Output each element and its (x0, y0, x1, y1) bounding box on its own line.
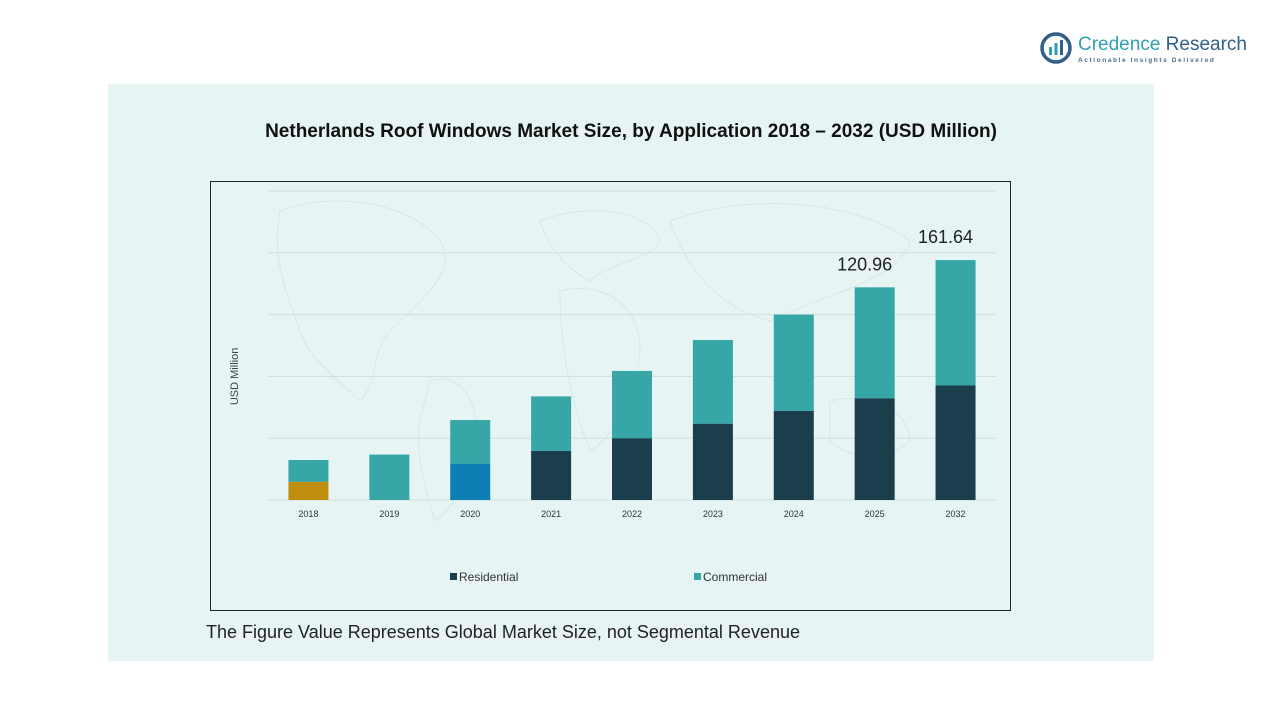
y-axis-label: USD Million (229, 348, 241, 405)
x-tick-label: 2025 (865, 509, 885, 519)
bar-residential-2022 (612, 438, 652, 500)
legend-label-residential: Residential (459, 570, 518, 584)
bar-residential-2018 (288, 481, 329, 500)
bar-residential-2020 (450, 463, 491, 500)
legend-swatch-residential (450, 573, 457, 580)
bar-residential-2032 (935, 385, 976, 500)
logo-tagline: Actionable Insights Delivered (1078, 57, 1216, 64)
bar-residential-2023 (692, 423, 733, 500)
x-tick-label: 2023 (703, 509, 723, 519)
x-tick-label: 2021 (541, 509, 561, 519)
logo-name-part2: Research (1165, 34, 1247, 55)
bar-commercial-2023 (692, 340, 733, 424)
bar-commercial-2019 (369, 454, 410, 500)
bar-commercial-2021 (531, 396, 572, 451)
credence-research-logo: Credence Research Actionable Insights De… (1040, 30, 1255, 70)
bar-residential-2021 (531, 450, 572, 500)
chart-frame (210, 181, 1011, 611)
bar-commercial-2024 (773, 314, 814, 411)
logo-mark-icon (1040, 32, 1072, 64)
bar-commercial-2022 (612, 370, 652, 439)
x-tick-label: 2018 (298, 509, 318, 519)
x-tick-label: 2019 (379, 509, 399, 519)
bar-residential-2025 (854, 398, 895, 500)
logo-wordmark: Credence Research (1078, 34, 1247, 56)
x-tick-label: 2022 (622, 509, 642, 519)
data-label-2025: 120.96 (837, 254, 892, 274)
bar-commercial-2025 (854, 287, 895, 399)
x-tick-label: 2032 (946, 509, 966, 519)
bar-commercial-2032 (935, 260, 976, 386)
chart-title: Netherlands Roof Windows Market Size, by… (265, 121, 997, 142)
map-shape (276, 200, 446, 402)
stacked-bar-chart: 2018 2019 2020 2021 2022 2023 2024 2025 120.96 20… (229, 190, 996, 584)
legend-label-commercial: Commercial (703, 570, 767, 584)
bar-commercial-2018 (288, 460, 329, 482)
bar-commercial-2020 (450, 420, 491, 464)
bar-residential-2024 (773, 410, 814, 500)
logo-name-part1: Credence (1078, 34, 1161, 55)
data-label-2032: 161.64 (918, 227, 973, 247)
legend-swatch-commercial (694, 573, 701, 580)
x-tick-label: 2020 (460, 509, 480, 519)
map-shape (669, 203, 911, 322)
map-shape (539, 210, 661, 282)
chart-footnote: The Figure Value Represents Global Marke… (206, 622, 800, 642)
x-tick-label: 2024 (784, 509, 804, 519)
